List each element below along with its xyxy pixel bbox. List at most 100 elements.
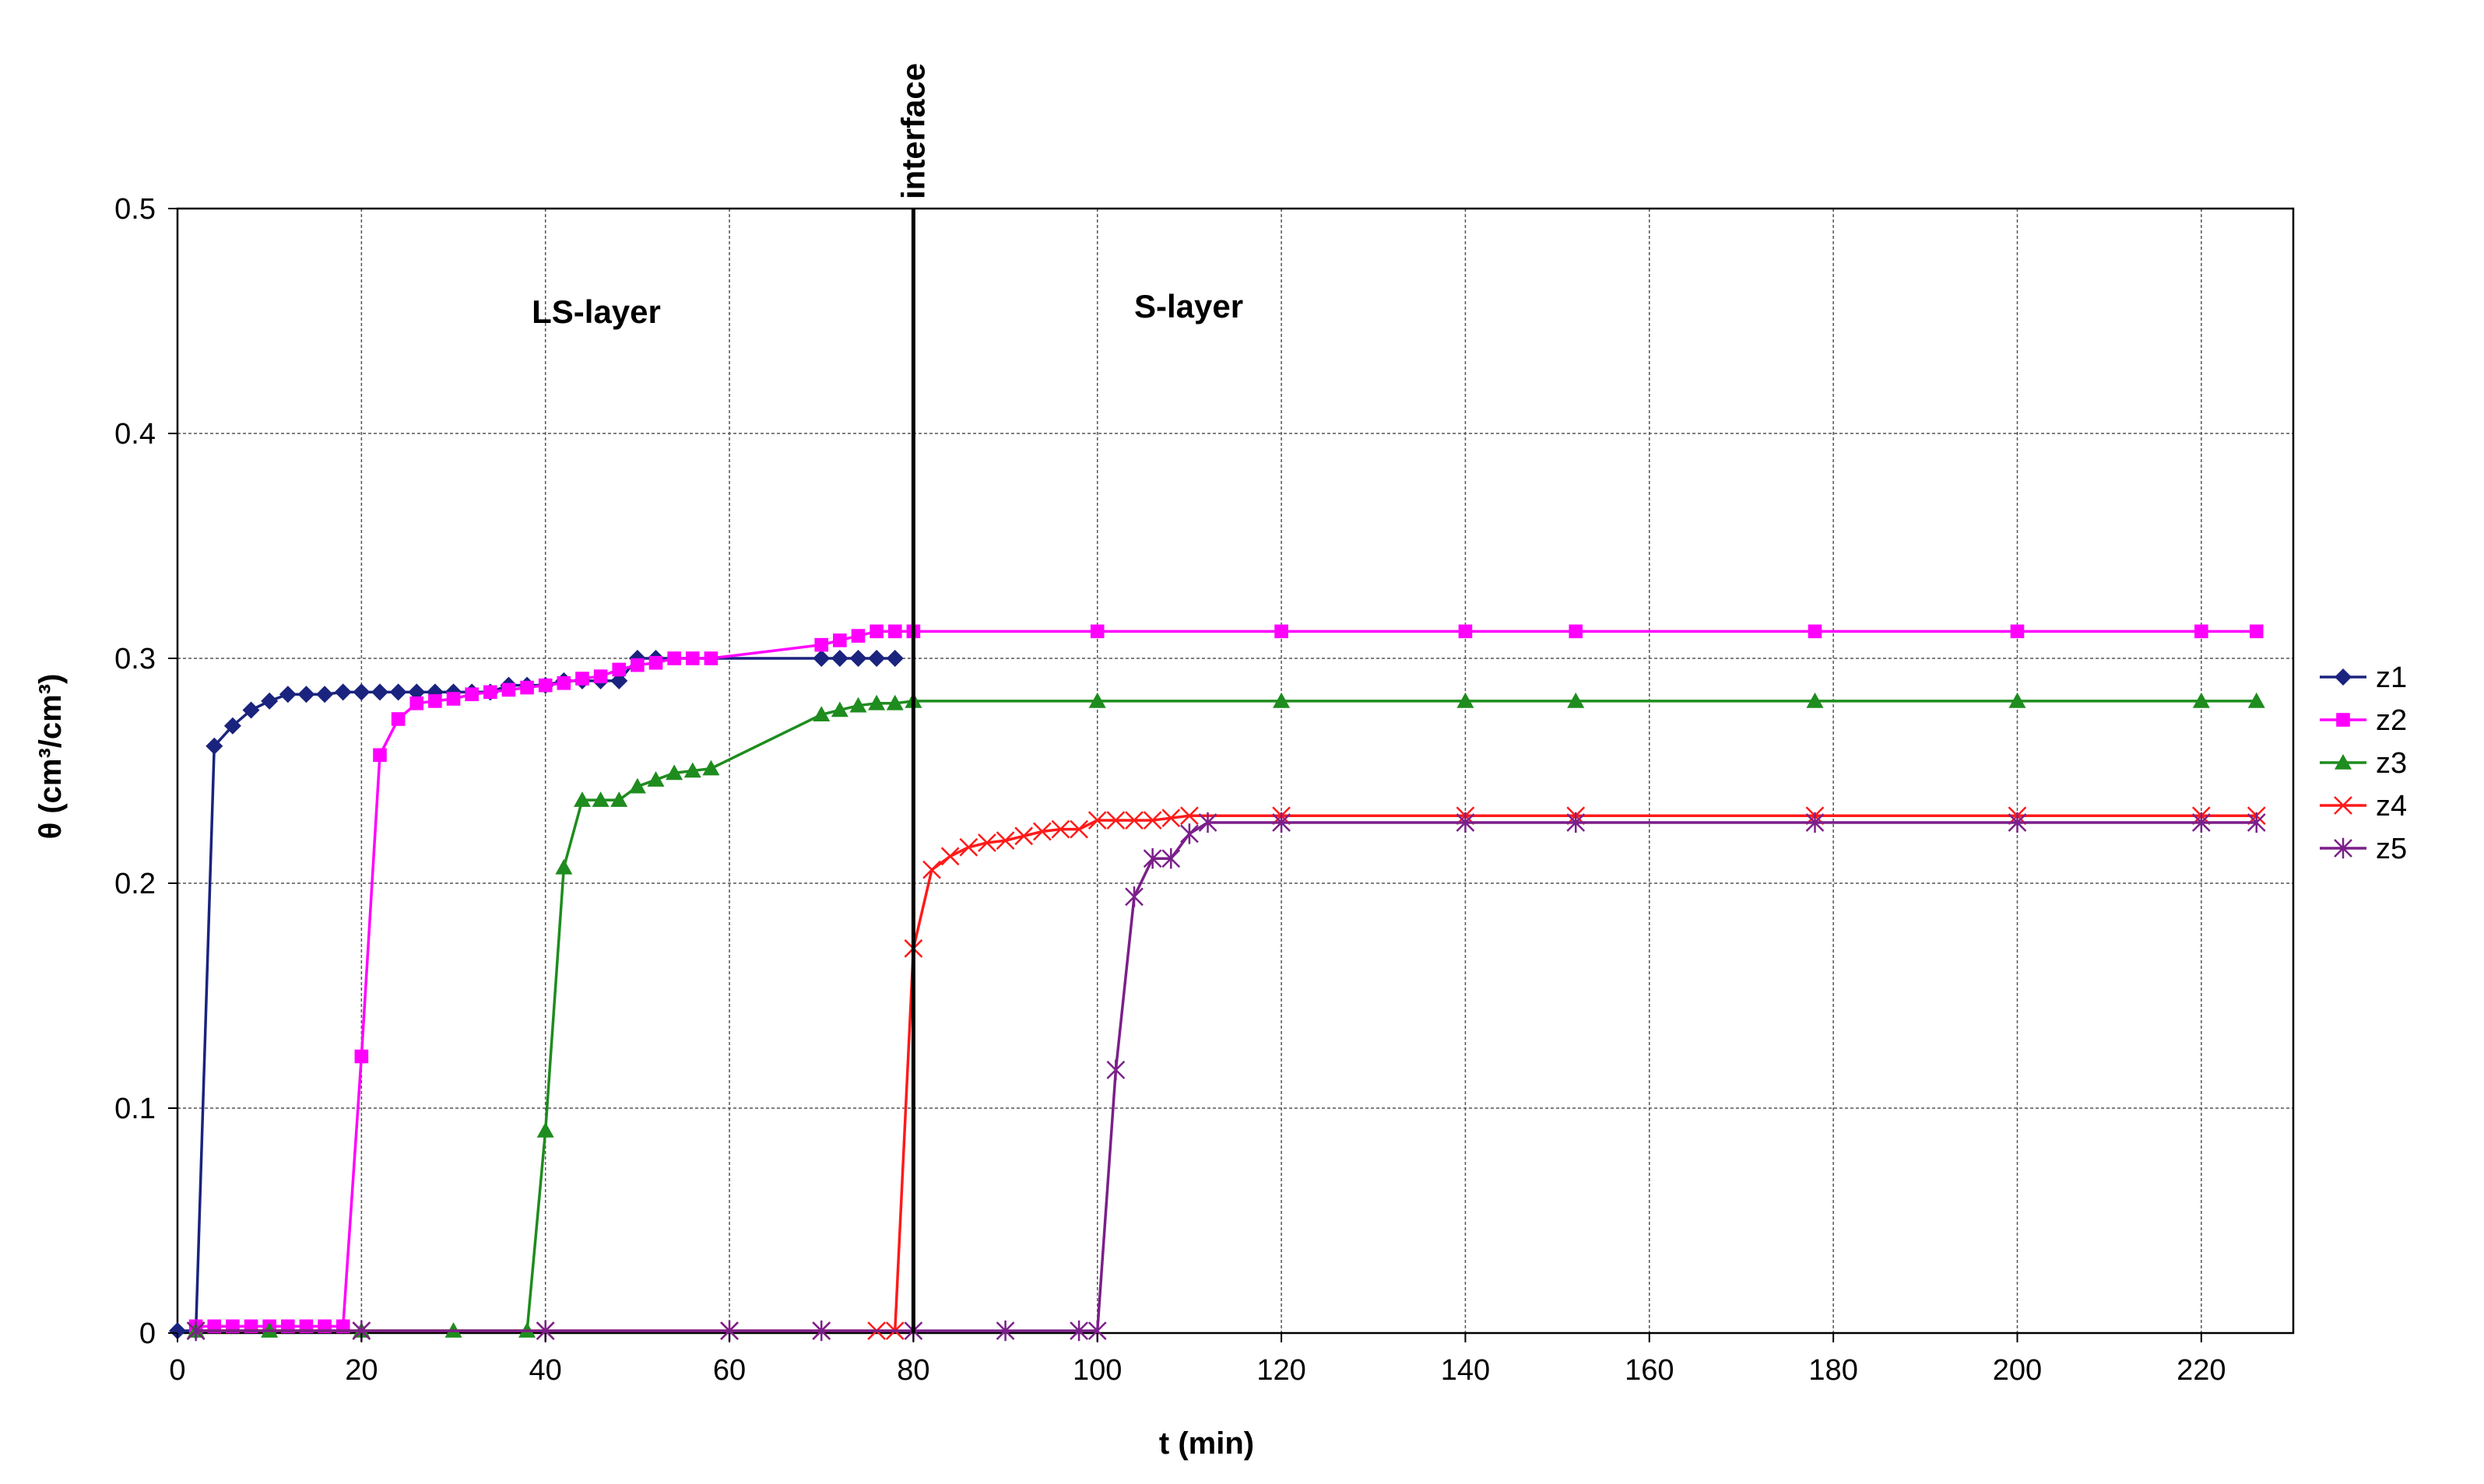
data-point-marker xyxy=(1143,848,1162,869)
data-point-marker xyxy=(1272,812,1291,833)
data-point-marker xyxy=(1808,624,1822,639)
y-tick-label: 0.3 xyxy=(114,643,156,675)
data-point-marker xyxy=(316,686,334,703)
data-point-marker xyxy=(849,650,867,667)
data-point-marker xyxy=(2008,692,2026,708)
x-tick-label: 140 xyxy=(1441,1354,1490,1387)
data-point-marker xyxy=(520,680,534,695)
plot-frame xyxy=(176,207,2295,1335)
data-point-marker xyxy=(996,831,1015,850)
x-tick-label: 60 xyxy=(713,1354,746,1387)
series-layer xyxy=(169,624,2266,1342)
data-point-marker xyxy=(1806,692,1824,708)
x-tick-label: 80 xyxy=(897,1354,929,1387)
data-point-marker xyxy=(2008,812,2027,833)
data-point-marker xyxy=(575,672,589,686)
data-point-marker xyxy=(870,624,884,639)
s-layer-label: S-layer xyxy=(1134,288,1243,325)
y-tick-labels: 0 0.1 0.2 0.3 0.4 0.5 xyxy=(114,193,177,1350)
data-point-marker xyxy=(1567,692,1585,708)
data-point-marker xyxy=(612,662,627,677)
data-point-marker xyxy=(538,678,553,693)
data-point-marker xyxy=(279,686,297,703)
data-point-marker xyxy=(557,675,571,690)
data-point-marker xyxy=(1180,806,1199,826)
legend-label: z2 xyxy=(2376,704,2407,737)
data-point-marker xyxy=(593,669,608,683)
data-point-marker xyxy=(1106,811,1126,830)
data-point-marker xyxy=(868,694,886,710)
data-point-marker xyxy=(169,1322,186,1340)
data-point-marker xyxy=(242,701,260,719)
data-point-marker xyxy=(1143,811,1162,830)
x-tick-label: 220 xyxy=(2177,1354,2226,1387)
data-point-marker xyxy=(851,629,866,643)
data-point-marker xyxy=(1566,812,1586,833)
data-point-marker xyxy=(683,762,701,778)
data-point-marker xyxy=(501,682,516,697)
x-tick-label: 180 xyxy=(1808,1354,1857,1387)
data-point-marker xyxy=(1090,624,1105,639)
data-point-marker xyxy=(555,858,573,875)
data-point-marker xyxy=(389,683,407,701)
data-point-marker xyxy=(704,651,718,665)
data-point-marker xyxy=(1180,823,1199,844)
data-point-marker xyxy=(2335,754,2352,770)
data-point-marker xyxy=(685,651,700,665)
data-point-marker xyxy=(849,696,867,713)
data-point-marker xyxy=(1458,624,1473,639)
x-tick-label: 160 xyxy=(1625,1354,1674,1387)
legend-item-z3: z3 xyxy=(2320,747,2407,780)
legend-label: z4 xyxy=(2376,790,2407,823)
data-point-marker xyxy=(2336,713,2350,727)
data-point-marker xyxy=(446,692,461,706)
x-tick-labels: 0 20 40 60 80 100 120 140 160 180 200 220 xyxy=(169,1333,2226,1387)
data-point-marker xyxy=(1125,811,1144,830)
data-point-marker xyxy=(868,650,886,667)
data-point-marker xyxy=(2247,812,2266,833)
series-z2 xyxy=(188,624,2264,1334)
data-point-marker xyxy=(814,637,829,652)
data-point-marker xyxy=(223,717,241,735)
data-point-marker xyxy=(391,712,406,726)
x-tick-label: 100 xyxy=(1073,1354,1122,1387)
data-point-marker xyxy=(833,633,847,647)
data-point-marker xyxy=(1125,886,1144,907)
data-point-marker xyxy=(371,683,388,701)
data-point-marker xyxy=(354,1049,369,1064)
data-point-marker xyxy=(536,1121,554,1138)
data-point-marker xyxy=(1014,826,1034,846)
data-point-marker xyxy=(297,686,315,703)
x-tick-label: 200 xyxy=(1993,1354,2042,1387)
data-point-marker xyxy=(2192,692,2210,708)
data-point-marker xyxy=(610,791,628,807)
data-point-marker xyxy=(959,837,978,857)
data-point-marker xyxy=(978,833,996,852)
y-tick-label: 0.5 xyxy=(114,193,156,226)
data-point-marker xyxy=(631,658,645,672)
data-point-marker xyxy=(1087,811,1107,830)
data-point-marker xyxy=(1070,1320,1088,1342)
data-point-marker xyxy=(813,706,831,722)
data-point-marker xyxy=(186,1320,206,1342)
data-point-marker xyxy=(1274,624,1288,639)
data-point-marker xyxy=(610,672,628,689)
data-point-marker xyxy=(2191,812,2211,833)
data-point-marker xyxy=(2010,624,2025,639)
data-point-marker xyxy=(1456,812,1475,833)
data-point-marker xyxy=(813,650,831,667)
data-point-marker xyxy=(887,624,902,639)
data-point-marker xyxy=(1456,692,1474,708)
data-point-marker xyxy=(1273,692,1291,708)
data-point-marker xyxy=(483,685,497,700)
y-tick-label: 0.2 xyxy=(114,868,156,900)
y-tick-label: 0.1 xyxy=(114,1093,156,1125)
data-point-marker xyxy=(2334,837,2352,859)
ls-layer-label: LS-layer xyxy=(532,293,661,330)
data-point-marker xyxy=(647,771,665,787)
interface-label: interface xyxy=(894,63,931,199)
data-point-marker xyxy=(940,847,960,866)
data-point-marker xyxy=(702,760,720,776)
data-point-marker xyxy=(1051,819,1070,839)
